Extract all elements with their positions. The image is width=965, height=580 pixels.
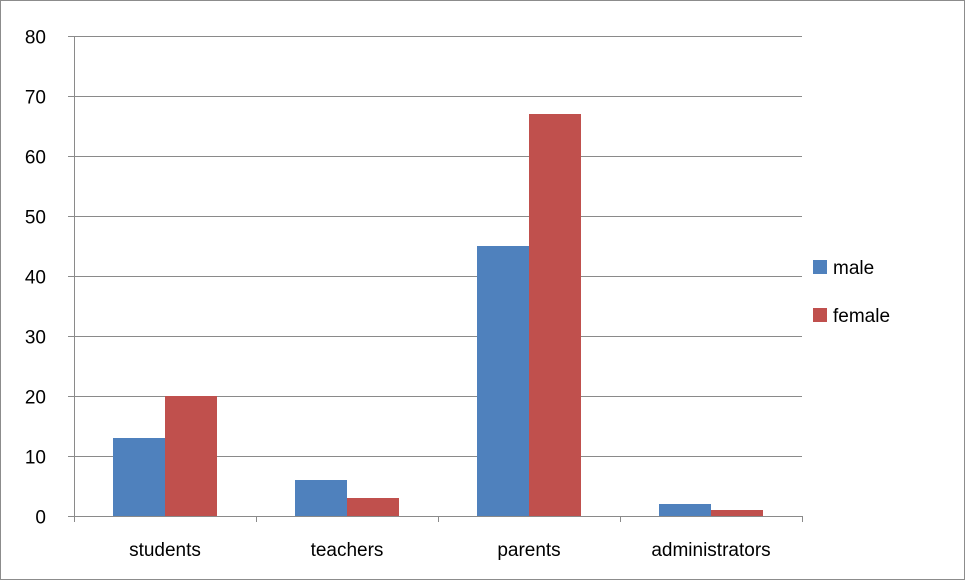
y-tick-labels: 0 10 20 30 40 50 60 70 80: [25, 28, 46, 529]
x-tick-label: students: [129, 540, 201, 561]
bar-male-students: [113, 438, 165, 516]
y-tick-label: 0: [35, 508, 46, 529]
bar-female-parents: [529, 114, 581, 516]
y-tick-label: 50: [25, 208, 46, 229]
legend-label-male: male: [833, 258, 874, 279]
axes: [68, 36, 803, 522]
x-tick-label: parents: [497, 540, 560, 561]
y-tick-label: 30: [25, 328, 46, 349]
gridlines: [74, 36, 802, 457]
y-tick-label: 60: [25, 148, 46, 169]
x-tick-labels: students teachers parents administrators: [129, 540, 771, 561]
bar-male-parents: [477, 246, 529, 516]
y-tick-label: 80: [25, 28, 46, 49]
bar-male-teachers: [295, 480, 347, 516]
bar-female-teachers: [347, 498, 399, 516]
legend: male female: [813, 258, 890, 327]
legend-swatch-male: [813, 260, 827, 274]
bar-male-administrators: [659, 504, 711, 516]
y-tick-label: 40: [25, 268, 46, 289]
legend-swatch-female: [813, 308, 827, 322]
x-tick-label: administrators: [651, 540, 770, 561]
y-tick-label: 10: [25, 448, 46, 469]
bar-female-administrators: [711, 510, 763, 516]
y-tick-label: 20: [25, 388, 46, 409]
bar-female-students: [165, 396, 217, 516]
bars: [113, 114, 763, 516]
x-tick-label: teachers: [311, 540, 384, 561]
legend-label-female: female: [833, 306, 890, 327]
y-tick-label: 70: [25, 88, 46, 109]
